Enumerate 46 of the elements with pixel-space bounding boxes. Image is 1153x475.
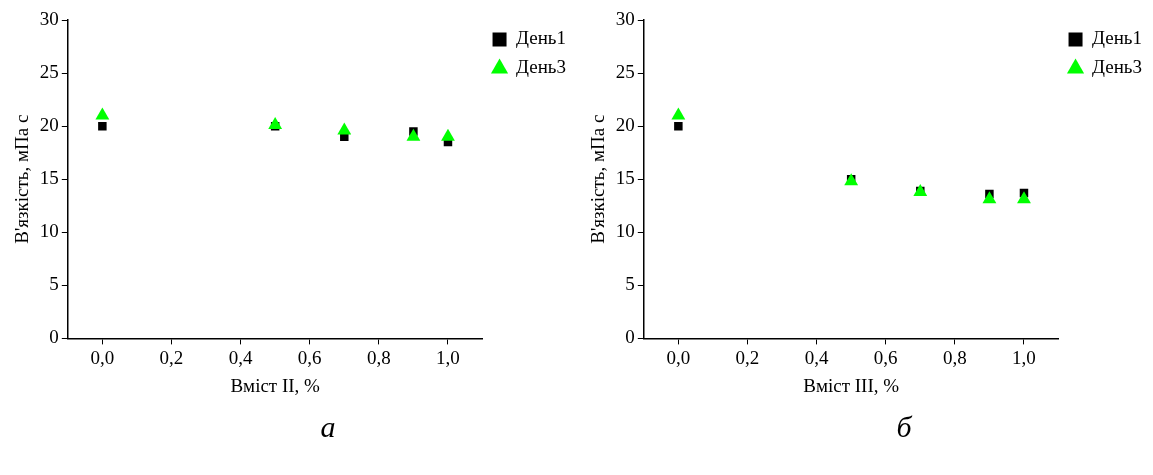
x-tick-label: 0,6 [873, 346, 898, 368]
y-axis-title: В'язкість, мПа с [587, 114, 609, 244]
y-tick-label: 0 [625, 326, 635, 348]
x-axis-title: Вміст II, % [230, 374, 321, 396]
legend-label: День1 [516, 27, 567, 49]
y-tick-label: 10 [39, 220, 59, 242]
y-tick-label: 25 [39, 61, 59, 83]
y-tick-label: 15 [615, 167, 635, 189]
y-axis-title: В'язкість, мПа с [11, 114, 33, 244]
point [441, 128, 455, 141]
x-tick-label: 1,0 [436, 346, 460, 368]
legend-label: День3 [516, 56, 567, 78]
point [982, 191, 997, 204]
x-tick-label: 0,4 [804, 346, 829, 368]
y-tick-label: 0 [49, 326, 59, 348]
point [268, 117, 283, 130]
x-tick-label: 0,0 [666, 346, 691, 368]
text: а [319, 410, 337, 444]
x-tick-label: 0,2 [735, 346, 760, 368]
x-tick-label: 0,2 [159, 346, 184, 368]
point [674, 121, 683, 131]
x-axis-title: Вміст III, % [803, 374, 900, 396]
y-tick-label: 30 [39, 7, 59, 29]
x-tick-label: 0,8 [942, 346, 967, 368]
y-tick-label: 10 [615, 220, 635, 242]
y-tick-label: 20 [615, 114, 635, 136]
text: б [895, 410, 913, 444]
y-tick-label: 30 [615, 7, 635, 29]
x-tick-label: 0,4 [228, 346, 253, 368]
point [337, 122, 352, 135]
x-tick-label: 0,0 [90, 346, 115, 368]
y-tick-label: 15 [39, 167, 59, 189]
point [98, 121, 107, 131]
point [95, 107, 110, 120]
x-tick-label: 0,8 [366, 346, 391, 368]
x-tick-label: 0,6 [297, 346, 322, 368]
point [671, 107, 686, 120]
point [1017, 191, 1031, 204]
y-tick-label: 20 [39, 114, 59, 136]
point [406, 128, 421, 141]
legend-label: День3 [1092, 56, 1143, 78]
x-tick-label: 1,0 [1012, 346, 1036, 368]
y-tick-label: 5 [625, 273, 635, 295]
legend-label: День1 [1092, 27, 1143, 49]
y-tick-label: 25 [615, 61, 635, 83]
y-tick-label: 5 [49, 273, 59, 295]
